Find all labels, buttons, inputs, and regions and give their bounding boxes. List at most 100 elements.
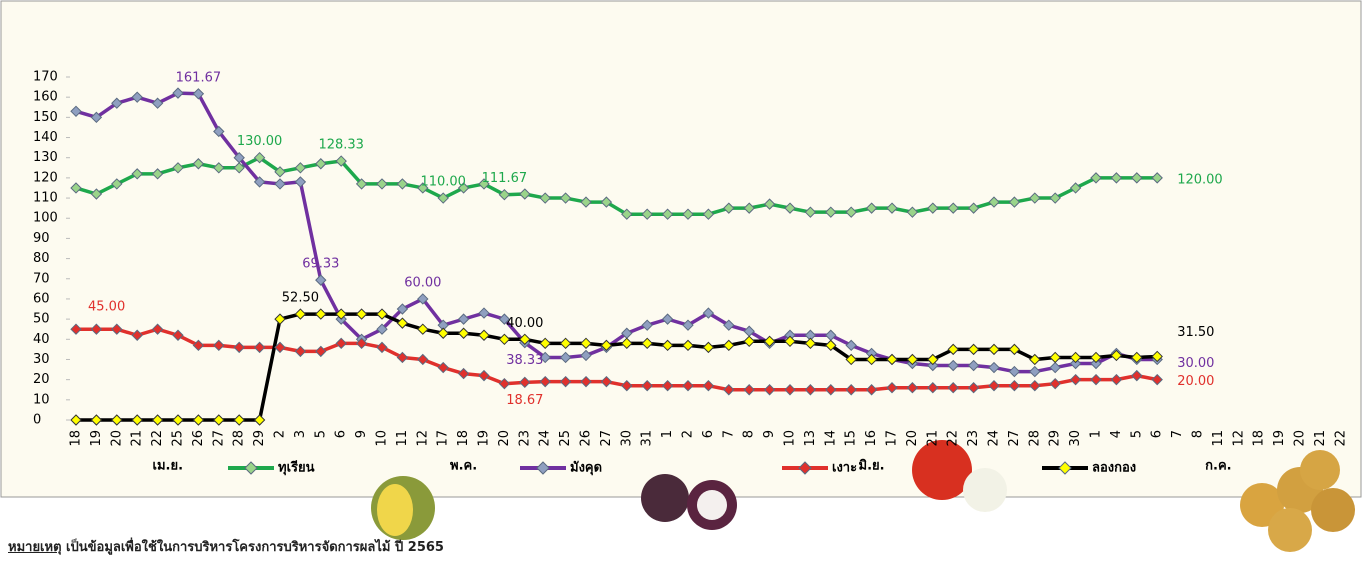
x-tick-label: 16 [864,430,879,447]
x-tick-label: 23 [517,430,532,447]
x-tick-label: 20 [905,430,920,447]
x-tick-label: 19 [1272,430,1287,447]
x-tick-label: 22 [946,430,961,447]
y-tick-label: 50 [33,312,50,327]
x-tick-label: 24 [987,430,1002,447]
x-tick-label: 31 [640,430,655,447]
x-tick-label: 10 [375,430,390,447]
value-label: 20.00 [1177,374,1214,389]
y-tick-label: 30 [33,352,50,367]
y-tick-label: 10 [33,392,50,407]
value-label: 45.00 [88,300,125,315]
x-tick-label: 24 [538,430,553,447]
x-tick-label: 6 [701,430,716,438]
x-tick-label: 7 [721,430,736,438]
x-tick-label: 12 [1231,430,1246,447]
footnote-text: เป็นข้อมูลเพื่อใช้ในการบริหารโครงการบริห… [66,540,444,555]
y-tick-label: 0 [33,413,41,428]
value-label: 69.33 [302,257,339,272]
value-label: 18.67 [506,393,543,408]
x-tick-label: 25 [558,430,573,447]
x-tick-label: 1 [660,430,675,438]
value-label: 40.00 [506,316,543,331]
legend-label: มังคุด [570,461,602,476]
x-tick-label: 27 [599,430,614,447]
x-tick-label: 18 [1252,430,1267,447]
value-label: 31.50 [1177,325,1214,340]
value-label: 161.67 [176,70,222,85]
x-tick-label: 2 [681,430,696,438]
x-tick-label: 20 [1293,430,1308,447]
x-tick-label: 28 [1027,430,1042,447]
y-tick-label: 40 [33,332,50,347]
x-tick-label: 2 [273,430,288,438]
x-tick-label: 27 [211,430,226,447]
x-tick-label: 22 [1333,430,1348,447]
legend-label: เงาะ [832,461,857,476]
x-tick-label: 28 [232,430,247,447]
x-tick-label: 11 [395,430,410,447]
value-label: 111.67 [482,171,528,186]
x-tick-label: 30 [619,430,634,447]
fruit-durian [371,476,435,540]
y-tick-label: 80 [33,251,50,266]
x-tick-label: 17 [885,430,900,447]
x-tick-label: 15 [844,430,859,447]
x-tick-label: 27 [1007,430,1022,447]
value-label: 130.00 [237,134,283,149]
x-tick-label: 1 [1089,430,1104,438]
value-label: 38.33 [506,353,543,368]
x-tick-label: 6 [1150,430,1165,438]
x-tick-label: 9 [354,430,369,438]
value-label: 52.50 [282,291,319,306]
y-tick-label: 60 [33,291,50,306]
x-tick-label: 21 [925,430,940,447]
x-tick-label: 19 [89,430,104,447]
x-tick-label: 21 [130,430,145,447]
x-tick-label: 29 [1048,430,1063,447]
x-tick-label: 18 [69,430,84,447]
legend-label: ลองกอง [1092,461,1136,476]
x-tick-label: 26 [579,430,594,447]
y-tick-label: 150 [33,110,58,125]
x-tick-label: 3 [293,430,308,438]
x-tick-label: 21 [1313,430,1328,447]
x-tick-label: 25 [171,430,186,447]
y-tick-label: 110 [33,191,58,206]
x-tick-label: 17 [436,430,451,447]
x-tick-label: 20 [109,430,124,447]
x-tick-label: 20 [497,430,512,447]
y-tick-label: 140 [33,130,58,145]
y-tick-label: 130 [33,150,58,165]
value-label: 110.00 [420,175,466,190]
x-tick-label: 8 [742,430,757,438]
y-tick-label: 170 [33,70,58,85]
page: 0102030405060708090100110120130140150160… [0,0,1362,563]
value-label: 30.00 [1177,356,1214,371]
y-tick-label: 70 [33,271,50,286]
y-tick-label: 90 [33,231,50,246]
x-tick-label: 7 [1170,430,1185,438]
month-label: ก.ค. [1205,459,1231,474]
x-tick-label: 22 [150,430,165,447]
legend-label: ทุเรียน [278,460,315,476]
x-tick-label: 19 [477,430,492,447]
chart: 0102030405060708090100110120130140150160… [0,0,1362,563]
value-label: 60.00 [404,275,441,290]
x-tick-label: 5 [313,430,328,438]
month-label: พ.ค. [450,459,477,474]
x-tick-label: 13 [803,430,818,447]
footnote-label: หมายเหตุ [8,540,62,555]
x-tick-label: 12 [415,430,430,447]
x-tick-label: 23 [966,430,981,447]
footnote: หมายเหตุ เป็นข้อมูลเพื่อใช้ในการบริหารโค… [8,536,444,557]
x-tick-label: 30 [1068,430,1083,447]
x-tick-label: 29 [252,430,267,447]
x-tick-label: 4 [1109,430,1124,438]
x-tick-label: 11 [1211,430,1226,447]
x-tick-label: 8 [1191,430,1206,438]
y-tick-label: 120 [33,170,58,185]
y-tick-label: 160 [33,90,58,105]
month-label: เม.ย. [153,459,184,474]
x-tick-label: 6 [334,430,349,438]
